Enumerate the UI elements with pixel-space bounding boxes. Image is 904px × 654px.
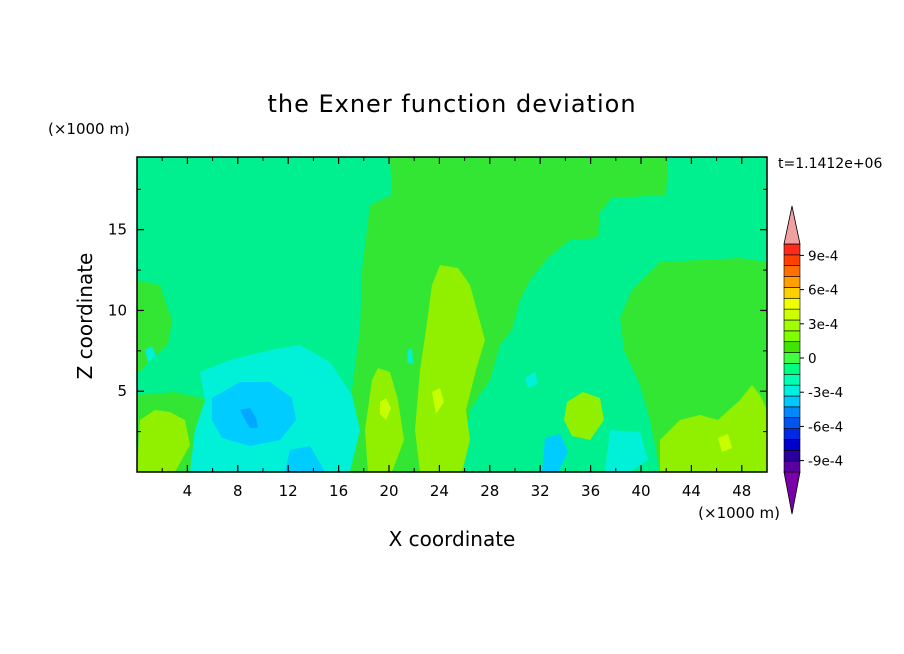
contour-region xyxy=(365,368,404,472)
colorbar-tick-label: 0 xyxy=(808,351,817,367)
time-label: t=1.1412e+06 xyxy=(778,156,882,172)
colorbar-swatch xyxy=(783,265,801,277)
y-tick-label: 10 xyxy=(108,301,127,319)
contour-region xyxy=(212,382,296,446)
colorbar-swatch xyxy=(783,428,801,440)
x-tick-label: 12 xyxy=(279,482,298,500)
x-axis-ticks: 4 8 12 16 20 24 28 32 36 40 44 48 xyxy=(161,157,751,500)
contour-region xyxy=(137,280,172,372)
colorbar-swatch xyxy=(783,287,801,299)
colorbar-swatch xyxy=(783,243,801,256)
x-tick-label: 28 xyxy=(480,482,499,500)
colorbar-tick-label: -6e-4 xyxy=(808,419,843,435)
contour-region xyxy=(240,408,258,428)
colorbar-tick-label: 9e-4 xyxy=(808,248,838,264)
y-axis-label: Z coordinate xyxy=(73,253,97,380)
colorbar-tick-label: -3e-4 xyxy=(808,385,843,401)
colorbar-tick-label: 3e-4 xyxy=(808,317,838,333)
colorbar-min-triangle xyxy=(783,471,801,515)
y-tick-label: 15 xyxy=(108,221,127,239)
colorbar-swatch xyxy=(783,384,801,397)
contour-field xyxy=(137,157,767,472)
x-tick-label: 32 xyxy=(531,482,550,500)
x-axis-label: X coordinate xyxy=(389,527,516,551)
contour-region xyxy=(525,372,538,388)
colorbar-swatch xyxy=(783,330,801,343)
x-tick-label: 24 xyxy=(430,482,449,500)
colorbar-swatch xyxy=(783,297,801,310)
contour-region xyxy=(407,348,413,364)
colorbar-max-triangle xyxy=(783,205,801,245)
contour-region xyxy=(660,385,767,472)
contour-region xyxy=(145,346,156,362)
colorbar-swatch xyxy=(783,395,801,408)
colorbar-swatch xyxy=(783,373,801,386)
contour-region xyxy=(432,388,444,414)
y-axis-ticks: 5 10 15 xyxy=(108,188,767,433)
plot-frame xyxy=(136,156,768,473)
x-tick-label: 20 xyxy=(379,482,398,500)
colorbar-swatch xyxy=(783,363,801,375)
contour-region xyxy=(380,398,391,420)
x-tick-label: 44 xyxy=(682,482,701,500)
contour-region xyxy=(718,434,732,452)
colorbar-tick-label: -9e-4 xyxy=(808,454,843,470)
chart-title: the Exner function deviation xyxy=(267,90,636,118)
y-unit-label: (×1000 m) xyxy=(48,120,130,138)
x-unit-label: (×1000 m) xyxy=(698,504,780,522)
colorbar-swatch xyxy=(783,319,801,332)
colorbar-tick-label: 6e-4 xyxy=(808,283,838,299)
colorbar: 9e-4 6e-4 3e-4 0 -3e-4 -6e-4 -9e-4 xyxy=(783,205,843,515)
contour-region xyxy=(564,392,604,440)
contour-region xyxy=(285,446,325,472)
x-tick-label: 36 xyxy=(581,482,600,500)
contour-region xyxy=(137,410,190,472)
x-tick-label: 40 xyxy=(631,482,650,500)
colorbar-swatch xyxy=(783,460,801,473)
colorbar-swatch xyxy=(783,449,801,462)
contour-region xyxy=(605,430,648,472)
contour-region xyxy=(415,265,485,472)
colorbar-swatch xyxy=(783,341,801,353)
colorbar-swatch xyxy=(783,276,801,288)
colorbar-swatch xyxy=(783,406,801,419)
colorbar-swatch xyxy=(783,352,801,364)
x-tick-label: 16 xyxy=(329,482,348,500)
colorbar-swatch xyxy=(783,308,801,321)
y-tick-label: 5 xyxy=(117,382,127,400)
contour-region xyxy=(542,434,568,472)
colorbar-swatch xyxy=(783,254,801,267)
x-tick-label: 8 xyxy=(233,482,243,500)
colorbar-swatch xyxy=(783,439,801,451)
colorbar-swatch xyxy=(783,417,801,429)
x-tick-label: 48 xyxy=(732,482,751,500)
x-tick-label: 4 xyxy=(183,482,193,500)
